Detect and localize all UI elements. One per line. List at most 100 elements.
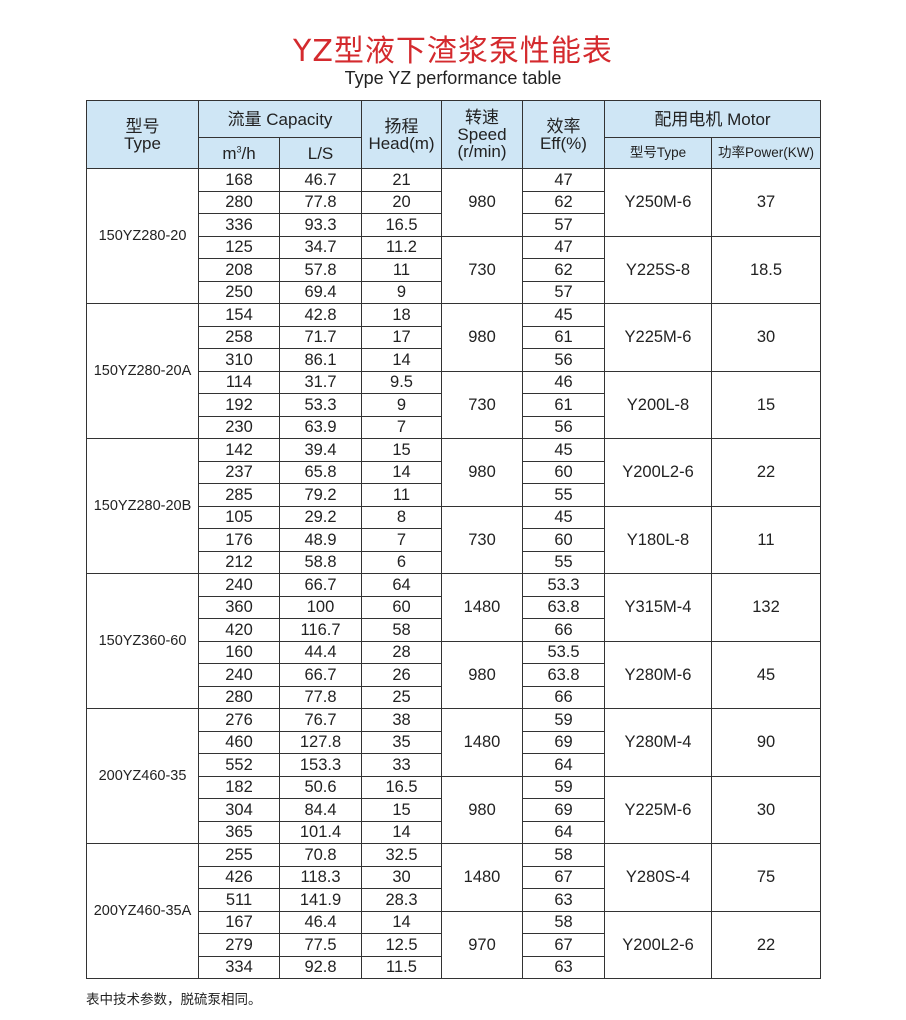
efficiency-cell: 66 xyxy=(522,618,605,642)
header-type: 型号 Type xyxy=(86,100,199,169)
head-cell: 11 xyxy=(361,483,442,507)
header-speed-unit: (r/min) xyxy=(457,142,507,161)
efficiency-cell: 63.8 xyxy=(522,595,605,619)
capacity-ls-cell: 100 xyxy=(279,595,362,619)
capacity-m3h-cell: 105 xyxy=(198,505,280,529)
table-row: 200YZ460-35A 255 70.8 32.5 1480 58 Y280S-4 75 xyxy=(86,843,821,979)
speed-cell: 1480 xyxy=(441,843,523,912)
capacity-m3h-cell: 142 xyxy=(198,438,280,462)
head-cell: 60 xyxy=(361,595,442,619)
capacity-ls-cell: 101.4 xyxy=(279,820,362,844)
capacity-m3h-cell: 168 xyxy=(198,168,280,192)
motor-type-cell: Y280M-4 xyxy=(604,708,712,777)
header-speed-cn: 转速 xyxy=(465,108,499,127)
capacity-m3h-cell: 240 xyxy=(198,663,280,687)
efficiency-cell: 61 xyxy=(522,325,605,349)
header-motor: 配用电机 Motor xyxy=(604,100,821,138)
header-m3h-tail: /h xyxy=(241,143,256,163)
table-row: 279 77.5 12.5 67 xyxy=(87,933,821,957)
capacity-m3h-cell: 310 xyxy=(198,348,280,372)
efficiency-cell: 69 xyxy=(522,798,605,822)
head-cell: 14 xyxy=(361,460,442,484)
head-cell: 28.3 xyxy=(361,888,442,912)
efficiency-cell: 69 xyxy=(522,730,605,754)
capacity-m3h-cell: 426 xyxy=(198,865,280,889)
capacity-m3h-cell: 334 xyxy=(198,955,280,979)
table-row: 280 77.8 20 62 xyxy=(87,190,821,214)
efficiency-cell: 45 xyxy=(522,303,605,327)
efficiency-cell: 67 xyxy=(522,865,605,889)
capacity-ls-cell: 76.7 xyxy=(279,708,362,732)
motor-type-cell: Y225M-6 xyxy=(604,303,712,372)
capacity-ls-cell: 63.9 xyxy=(279,415,362,439)
capacity-m3h-cell: 276 xyxy=(198,708,280,732)
table-row: 336 93.3 16.5 57 xyxy=(87,213,821,237)
capacity-m3h-cell: 182 xyxy=(198,775,280,799)
efficiency-cell: 59 xyxy=(522,775,605,799)
capacity-ls-cell: 66.7 xyxy=(279,663,362,687)
motor-type-cell: Y200L2-6 xyxy=(604,438,712,507)
head-cell: 6 xyxy=(361,550,442,574)
header-eff: 效率 Eff(%) xyxy=(522,100,605,169)
header-motor-power: 功率Power(KW) xyxy=(711,137,821,169)
efficiency-cell: 63 xyxy=(522,888,605,912)
capacity-ls-cell: 79.2 xyxy=(279,483,362,507)
model-cell: 150YZ280-20A xyxy=(86,303,199,439)
capacity-ls-cell: 77.5 xyxy=(279,933,362,957)
motor-power-cell: 30 xyxy=(711,303,821,372)
efficiency-cell: 64 xyxy=(522,753,605,777)
head-cell: 26 xyxy=(361,663,442,687)
head-cell: 14 xyxy=(361,348,442,372)
header-m3h: m3/h xyxy=(198,137,280,169)
capacity-m3h-cell: 258 xyxy=(198,325,280,349)
motor-type-cell: Y225M-6 xyxy=(604,775,712,844)
header-eff-cn: 效率 xyxy=(546,116,581,136)
efficiency-cell: 58 xyxy=(522,843,605,867)
speed-cell: 980 xyxy=(441,438,523,507)
efficiency-cell: 46 xyxy=(522,370,605,394)
motor-power-cell: 11 xyxy=(711,505,821,574)
head-cell: 7 xyxy=(361,528,442,552)
header-head-cn: 扬程 xyxy=(384,116,419,136)
motor-power-cell: 75 xyxy=(711,843,821,912)
table-row: 176 48.9 7 60 xyxy=(87,528,821,552)
capacity-m3h-cell: 237 xyxy=(198,460,280,484)
efficiency-cell: 57 xyxy=(522,213,605,237)
head-cell: 11.5 xyxy=(361,955,442,979)
capacity-m3h-cell: 279 xyxy=(198,933,280,957)
header-speed: 转速 Speed (r/min) xyxy=(441,100,523,169)
table-row: 114 31.7 9.5 730 46 Y200L-8 15 xyxy=(87,370,821,439)
efficiency-cell: 45 xyxy=(522,438,605,462)
efficiency-cell: 62 xyxy=(522,190,605,214)
efficiency-cell: 45 xyxy=(522,505,605,529)
capacity-ls-cell: 70.8 xyxy=(279,843,362,867)
efficiency-cell: 47 xyxy=(522,168,605,192)
table-row: 167 46.4 14 970 58 Y200L2-6 22 xyxy=(87,910,821,979)
table-row: 150YZ280-20A 154 42.8 18 980 45 Y225M-6 30 xyxy=(86,303,821,439)
capacity-m3h-cell: 154 xyxy=(198,303,280,327)
capacity-ls-cell: 46.4 xyxy=(279,910,362,934)
head-cell: 16.5 xyxy=(361,213,442,237)
capacity-m3h-cell: 125 xyxy=(198,235,280,259)
head-cell: 30 xyxy=(361,865,442,889)
capacity-ls-cell: 53.3 xyxy=(279,393,362,417)
head-cell: 8 xyxy=(361,505,442,529)
head-cell: 58 xyxy=(361,618,442,642)
table-row: 240 66.7 26 63.8 xyxy=(87,663,821,687)
capacity-ls-cell: 127.8 xyxy=(279,730,362,754)
motor-power-cell: 132 xyxy=(711,573,821,642)
speed-cell: 730 xyxy=(441,235,523,304)
motor-power-cell: 30 xyxy=(711,775,821,844)
head-cell: 33 xyxy=(361,753,442,777)
speed-cell: 980 xyxy=(441,303,523,372)
capacity-ls-cell: 42.8 xyxy=(279,303,362,327)
capacity-ls-cell: 44.4 xyxy=(279,640,362,664)
capacity-m3h-cell: 511 xyxy=(198,888,280,912)
table-row: 334 92.8 11.5 63 xyxy=(87,955,821,979)
efficiency-cell: 57 xyxy=(522,280,605,304)
head-cell: 21 xyxy=(361,168,442,192)
header-head: 扬程 Head(m) xyxy=(361,100,442,169)
capacity-ls-cell: 46.7 xyxy=(279,168,362,192)
capacity-m3h-cell: 460 xyxy=(198,730,280,754)
table-row: 105 29.2 8 730 45 Y180L-8 11 xyxy=(87,505,821,574)
